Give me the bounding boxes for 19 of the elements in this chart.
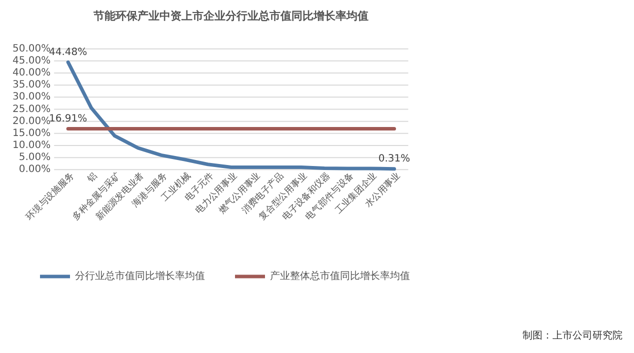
y-tick-label: 30.00%	[12, 92, 51, 103]
data-label: 44.48%	[49, 46, 88, 58]
legend-label: 分行业总市值同比增长率均值	[75, 270, 205, 283]
y-tick-label: 5.00%	[18, 152, 51, 164]
y-tick-label: 40.00%	[12, 68, 51, 78]
y-tick-label: 15.00%	[12, 128, 51, 139]
text: 制图：上市公司研究院	[522, 329, 622, 342]
data-label: 0.31%	[378, 154, 410, 165]
x-tick-label: 铝	[84, 170, 100, 186]
y-tick-label: 50.00%	[12, 43, 51, 54]
y-tick-label: 0.00%	[18, 164, 51, 176]
legend-label: 产业整体总市值同比增长率均值	[270, 270, 410, 283]
data-label: 16.91%	[49, 114, 88, 125]
chart-title: 节能环保产业中资上市企业分行业总市值同比增长率均值	[92, 10, 369, 23]
y-tick-label: 25.00%	[12, 104, 51, 115]
y-tick-label: 45.00%	[12, 55, 51, 66]
y-tick-label: 10.00%	[12, 140, 51, 151]
y-tick-label: 35.00%	[12, 80, 51, 91]
y-tick-label: 20.00%	[12, 116, 51, 127]
